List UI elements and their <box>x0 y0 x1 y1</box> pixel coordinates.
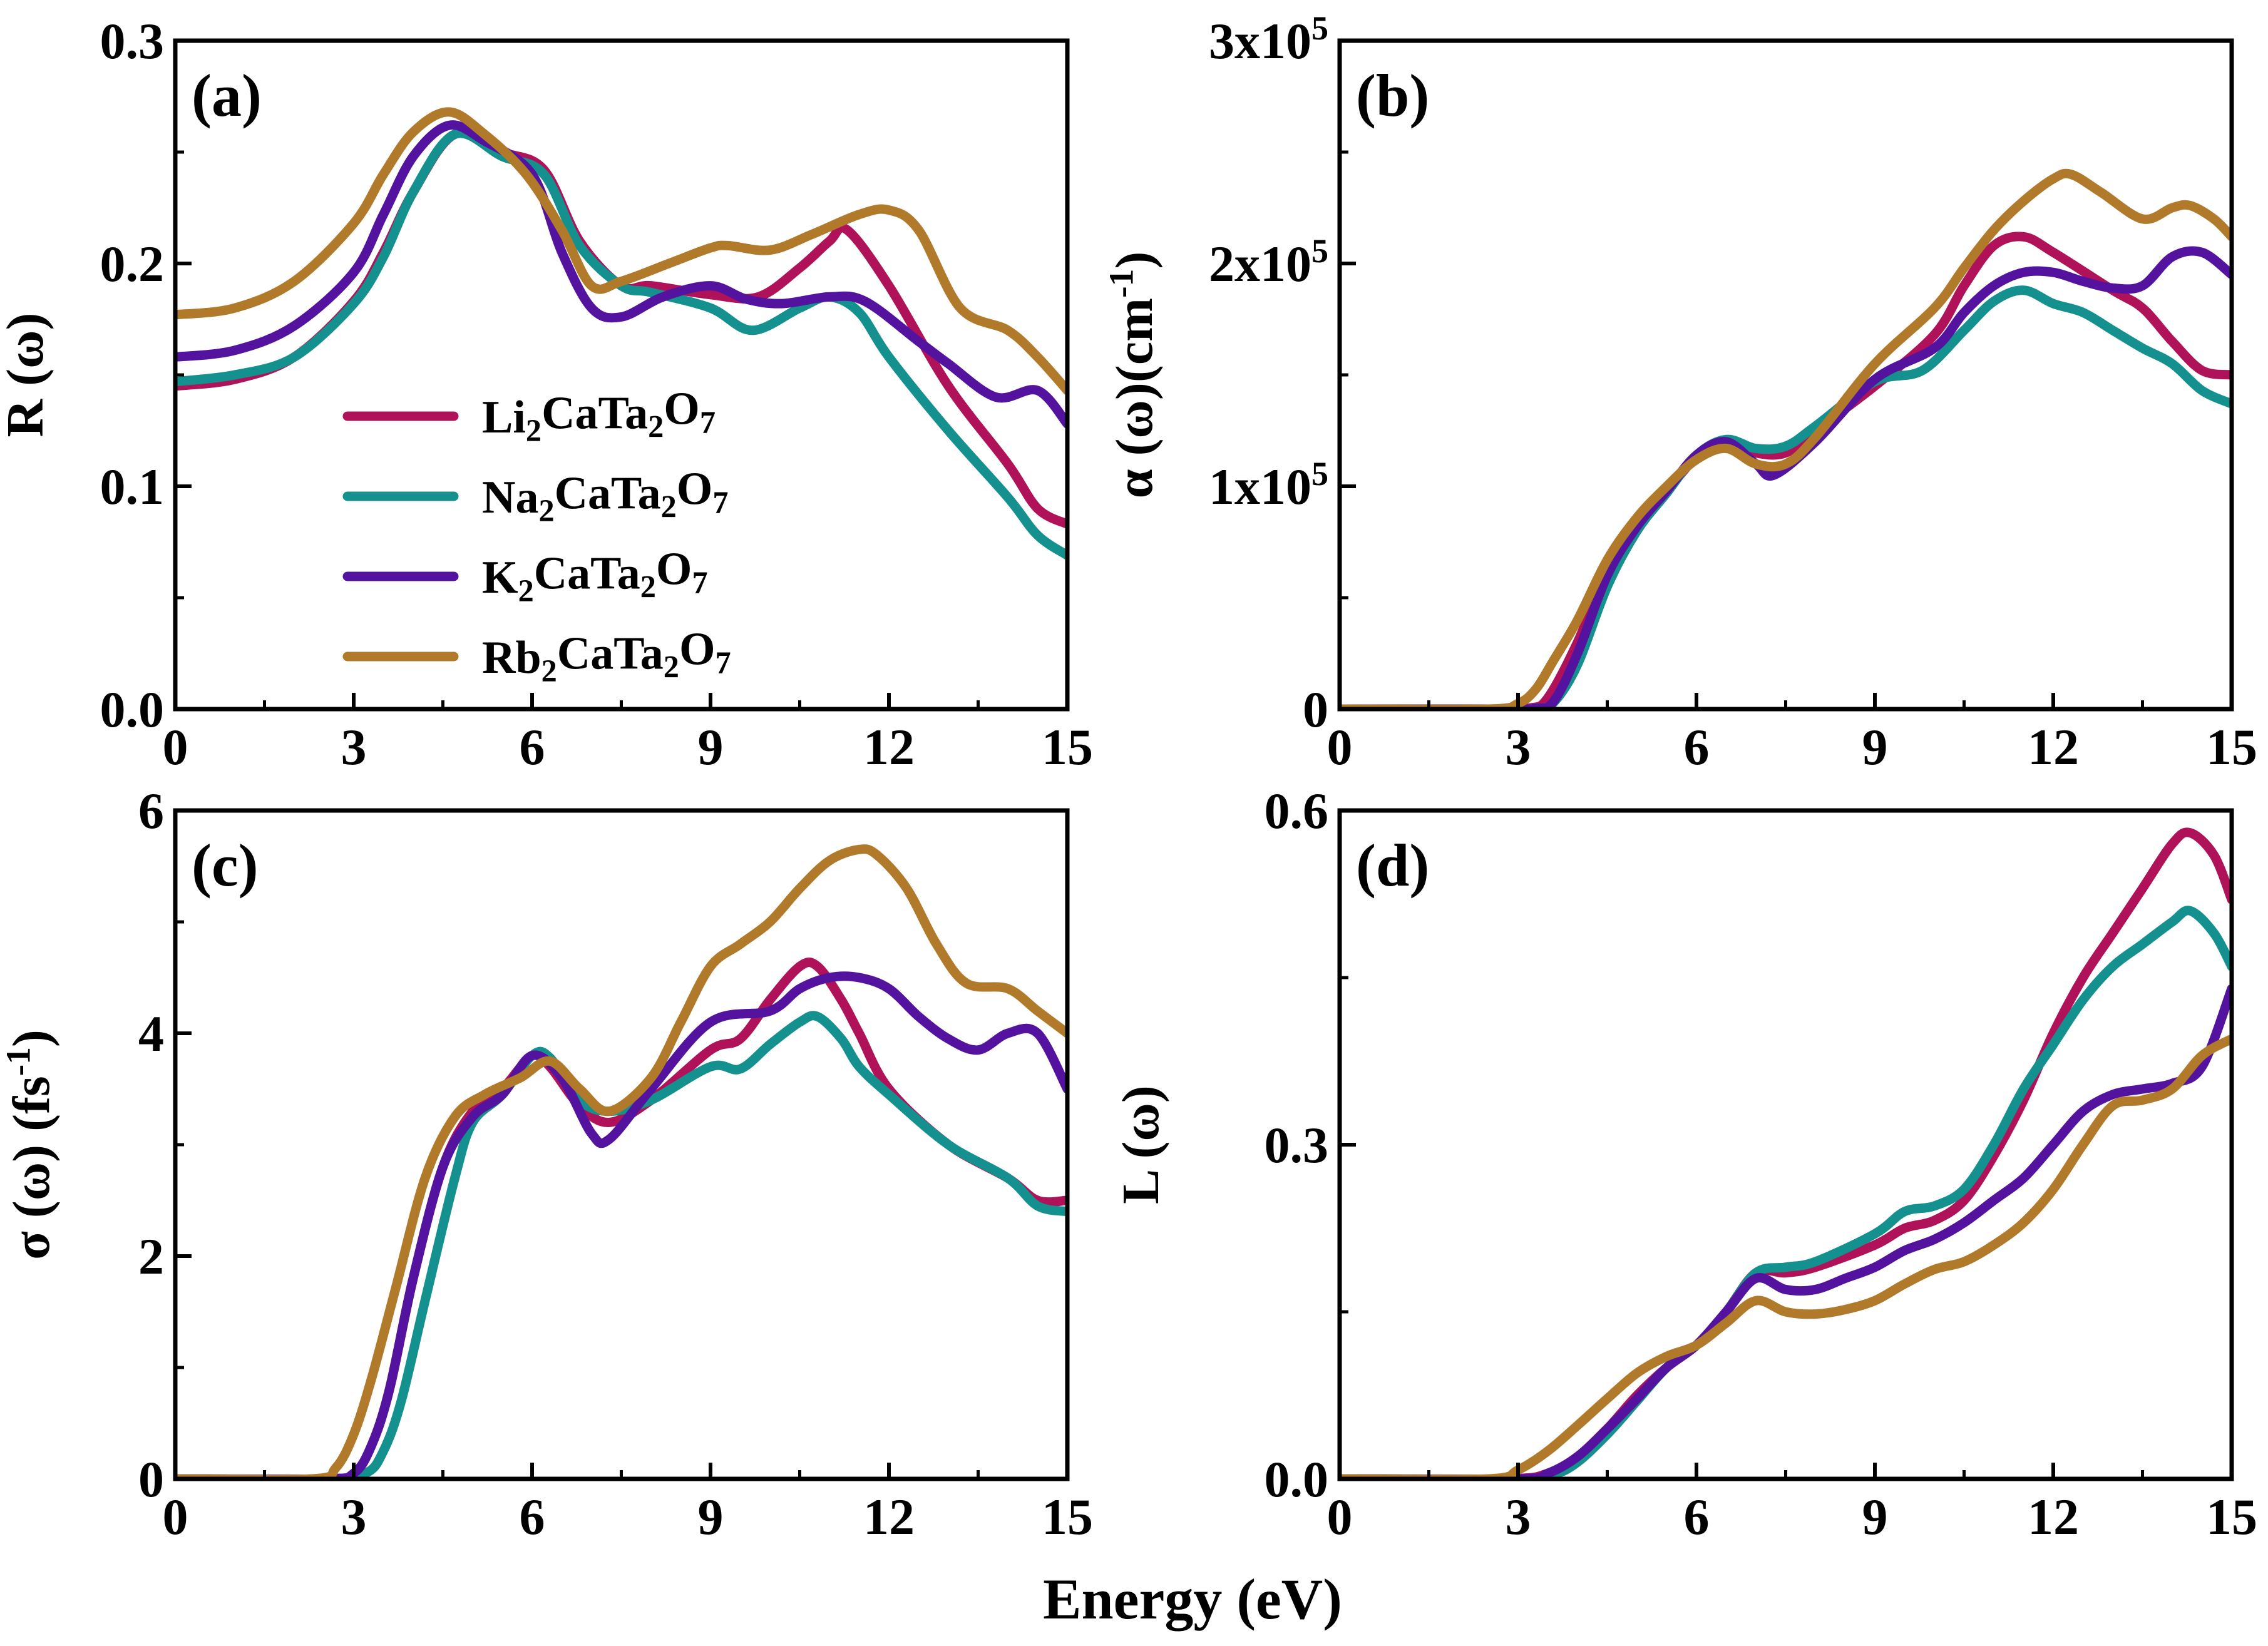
panel-label-d: (d) <box>1356 832 1429 899</box>
y-tick-label: 0.1 <box>100 458 165 515</box>
series-line-k-c <box>175 971 1067 1479</box>
y-tick-label: 6 <box>138 782 164 839</box>
x-tick-label: 3 <box>341 1488 367 1545</box>
y-axis-title-b: α (ω)(cm-1) <box>1102 252 1164 499</box>
x-tick-label: 3 <box>1506 1488 1531 1545</box>
x-tick-label: 6 <box>1684 718 1710 775</box>
y-tick-label: 2x105 <box>1209 232 1328 292</box>
series-line-li-d <box>1340 827 2232 1479</box>
series-line-na-d <box>1340 906 2232 1479</box>
x-tick-label: 15 <box>2206 1488 2257 1545</box>
y-axis-title-c: σ (ω) (fs-1) <box>0 1030 61 1260</box>
axes-frame-a <box>173 38 1070 712</box>
x-tick-label: 9 <box>698 1488 724 1545</box>
x-tick-label: 6 <box>520 718 545 775</box>
x-tick-label: 6 <box>520 1488 545 1545</box>
x-tick-label: 0 <box>1327 1488 1353 1545</box>
y-tick-label: 0.0 <box>100 681 165 738</box>
x-tick-label: 9 <box>698 718 724 775</box>
x-tick-label: 9 <box>1862 1488 1888 1545</box>
series-line-na-b <box>1340 285 2232 709</box>
legend-label-na: Na2CaTa2O7 <box>482 464 729 528</box>
panel-label-c: (c) <box>192 832 259 899</box>
x-tick-label: 0 <box>1327 718 1353 775</box>
x-axis-title: Energy (eV) <box>1043 1567 1342 1631</box>
x-tick-label: 6 <box>1684 1488 1710 1545</box>
y-tick-label: 4 <box>138 1005 164 1062</box>
y-tick-label: 0 <box>138 1451 164 1508</box>
y-tick-label: 0.3 <box>1265 1117 1329 1173</box>
y-tick-label: 0.2 <box>100 235 165 292</box>
y-tick-label: 0 <box>1303 681 1328 738</box>
x-tick-label: 15 <box>1042 718 1093 775</box>
series-line-li-c <box>175 958 1067 1479</box>
x-tick-label: 12 <box>863 1488 915 1545</box>
y-tick-label: 0.0 <box>1265 1451 1329 1508</box>
series-line-rb-c <box>175 844 1067 1479</box>
panel-a: 0 3 6 9 12 15 0.0 0.1 0.2 0.3 (a) R (ω) Li2CaTa2O7 Na… <box>0 13 1093 775</box>
x-tick-label: 0 <box>163 718 188 775</box>
panel-d: 0 3 6 9 12 15 0.0 0.3 0.6 (d) L (ω) <box>1112 782 2257 1545</box>
x-tick-label: 3 <box>341 718 367 775</box>
series-line-k-a <box>175 120 1067 429</box>
y-tick-label: 0.3 <box>100 13 165 69</box>
x-tick-label: 15 <box>1042 1488 1093 1545</box>
x-tick-label: 0 <box>163 1488 188 1545</box>
y-tick-label: 2 <box>138 1228 164 1285</box>
series-line-rb-a <box>175 107 1067 396</box>
y-tick-label: 1x105 <box>1209 455 1328 515</box>
legend: Li2CaTa2O7 Na2CaTa2O7 K2CaTa2O7 Rb2CaTa2O7 <box>342 384 731 688</box>
panel-b: 0 3 6 9 12 15 0 1x105 2x105 3x105 (b) α (ω)(cm-1) <box>1102 9 2257 775</box>
series-line-k-d <box>1340 984 2232 1479</box>
x-tick-label: 12 <box>2028 1488 2079 1545</box>
series-line-rb-b <box>1340 168 2232 709</box>
y-tick-label: 3x105 <box>1209 9 1328 69</box>
axes-frame-b <box>1337 38 2234 712</box>
y-axis-title-d: L (ω) <box>1112 1085 1170 1204</box>
legend-label-li: Li2CaTa2O7 <box>482 384 716 448</box>
legend-label-rb: Rb2CaTa2O7 <box>482 624 731 688</box>
series-line-na-c <box>175 1011 1067 1479</box>
x-tick-label: 15 <box>2206 718 2257 775</box>
x-tick-label: 3 <box>1506 718 1531 775</box>
panel-c: 0 3 6 9 12 15 0 2 4 6 (c) σ (ω) (fs-1) <box>0 782 1093 1545</box>
panel-label-a: (a) <box>192 62 262 129</box>
series-line-rb-d <box>1340 1034 2232 1479</box>
legend-label-k: K2CaTa2O7 <box>482 544 708 608</box>
axes-frame-d <box>1337 808 2234 1481</box>
x-tick-label: 12 <box>863 718 915 775</box>
x-tick-label: 9 <box>1862 718 1888 775</box>
x-tick-label: 12 <box>2028 718 2079 775</box>
y-axis-title-a: R (ω) <box>0 312 54 437</box>
axes-frame-c <box>173 808 1070 1481</box>
panel-label-b: (b) <box>1356 62 1429 129</box>
series-line-li-a <box>175 128 1067 529</box>
y-tick-label: 0.6 <box>1265 782 1329 839</box>
